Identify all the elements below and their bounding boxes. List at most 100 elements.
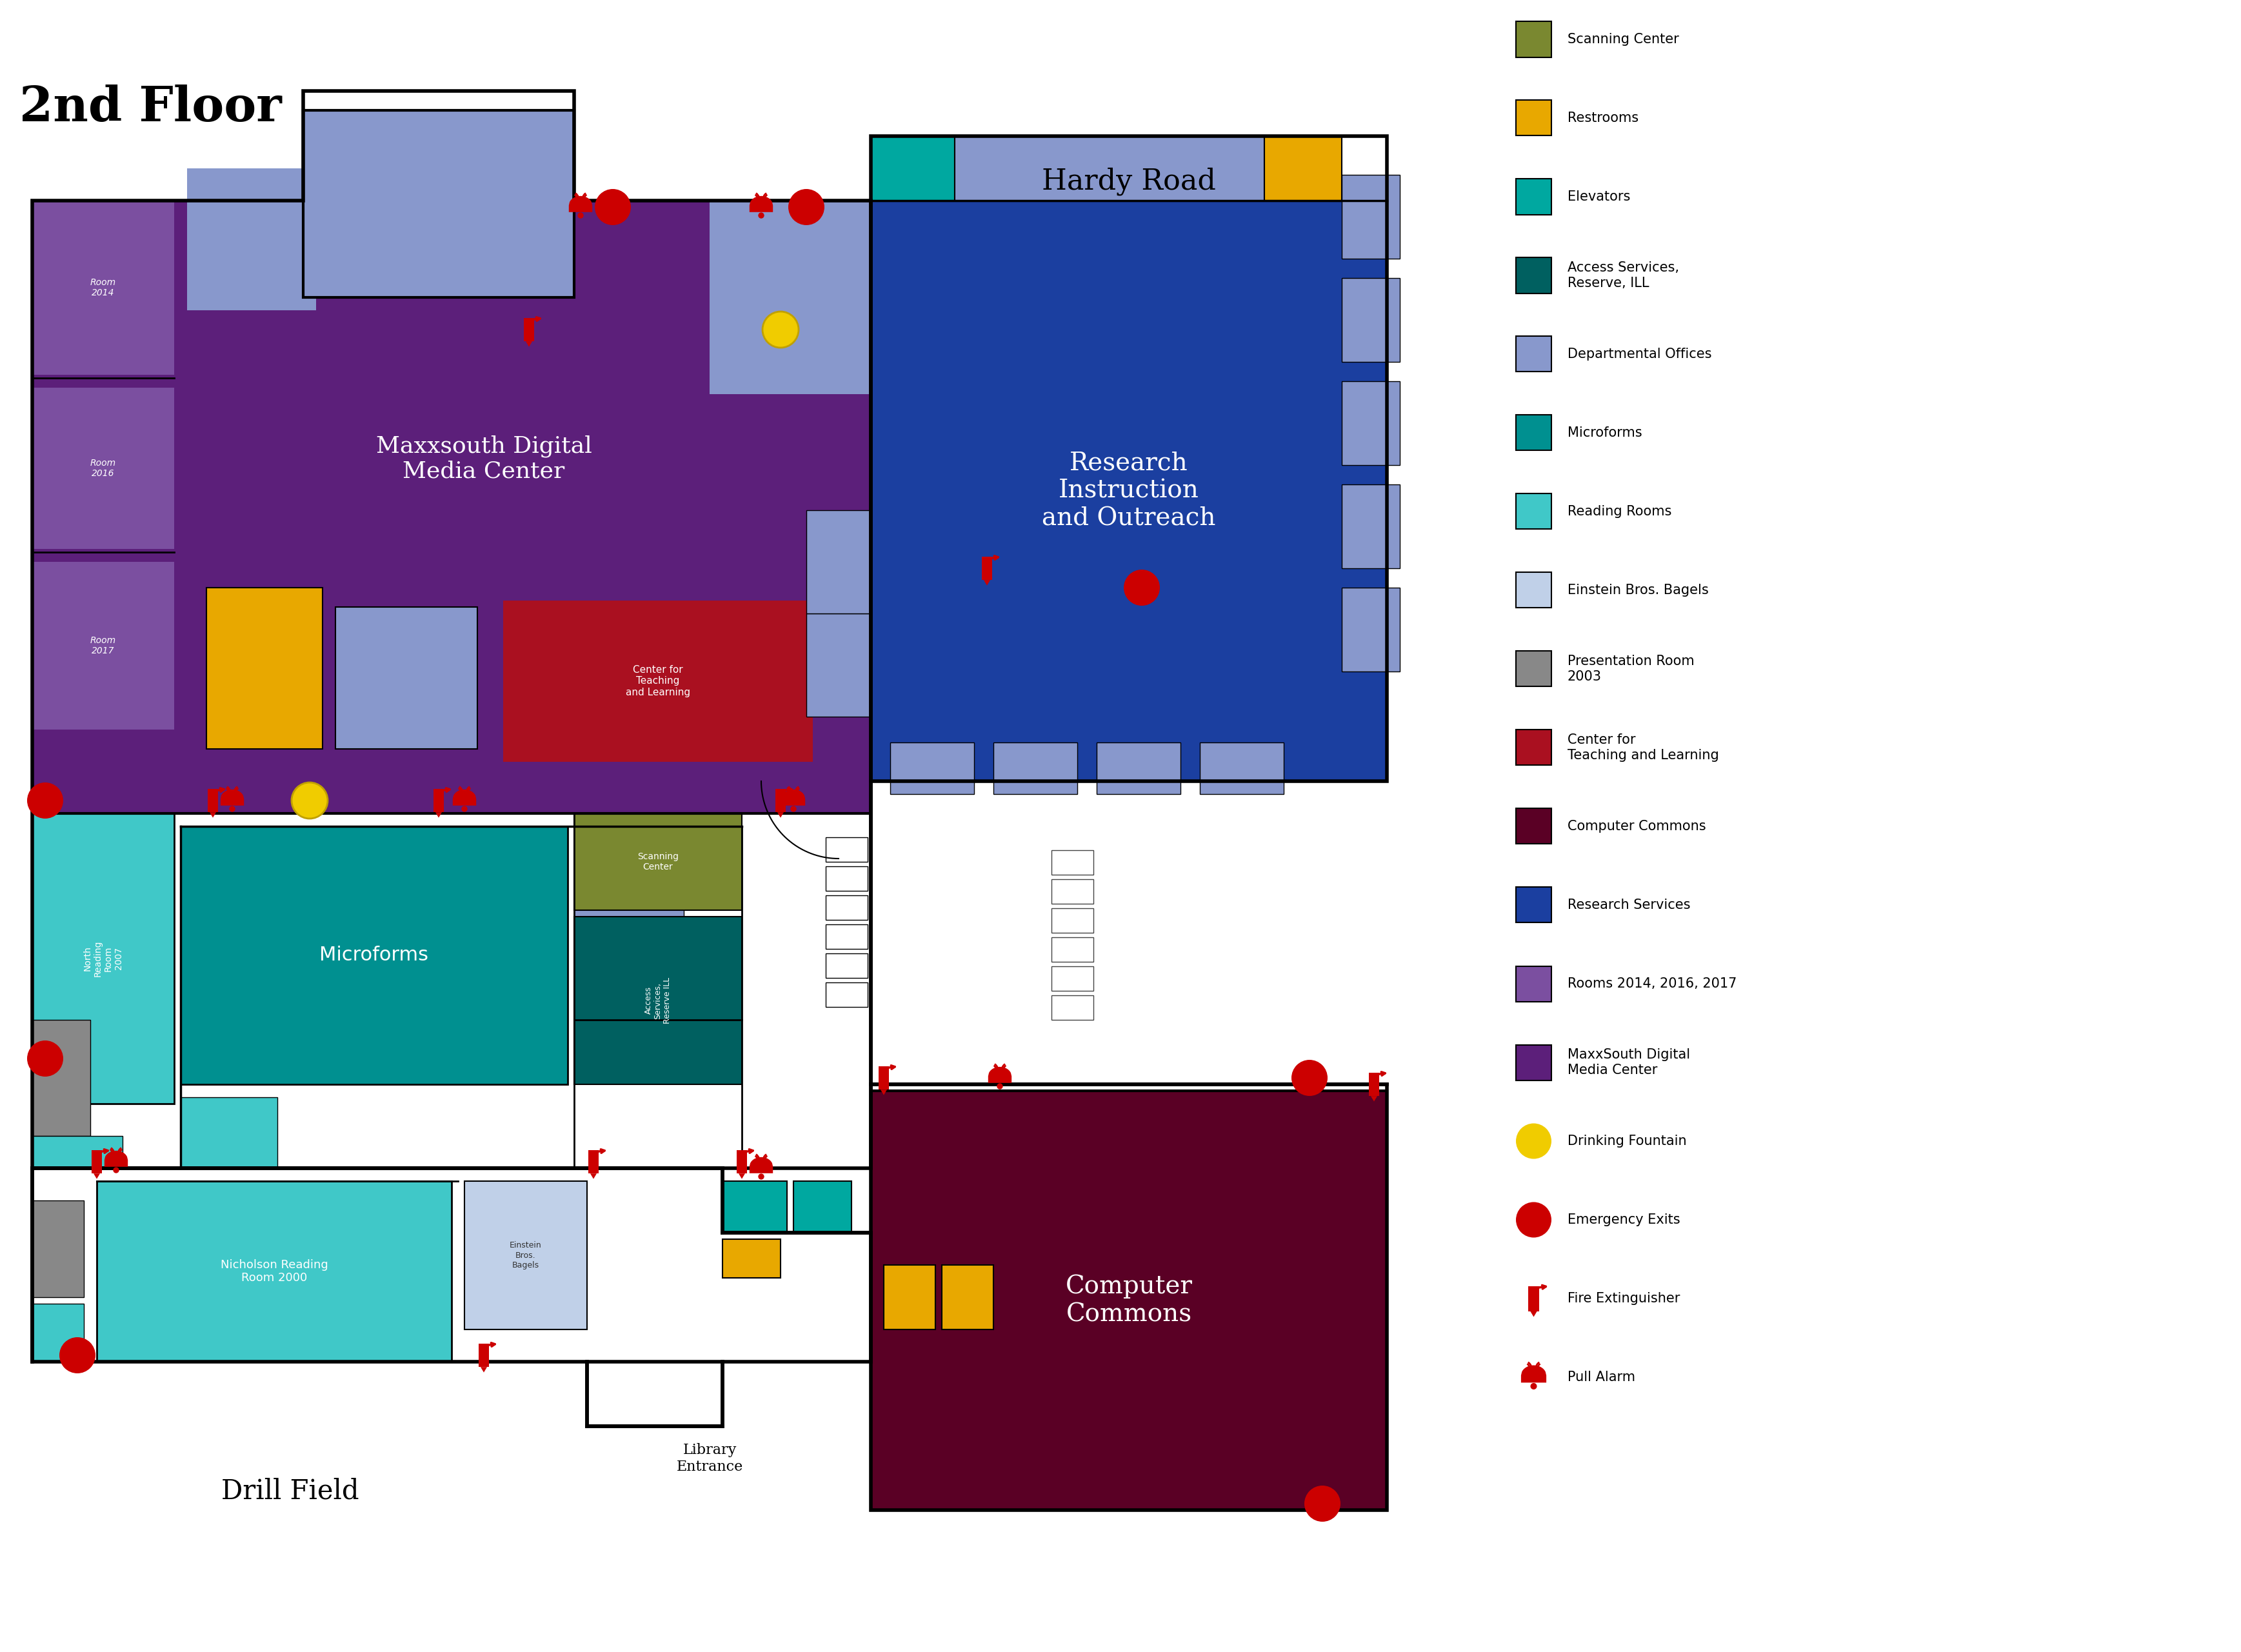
Polygon shape (1531, 1312, 1537, 1317)
Bar (941, 1265, 993, 1330)
Polygon shape (453, 790, 475, 806)
Bar (1515, 808, 1551, 844)
Circle shape (762, 312, 798, 347)
Bar (825, 895, 867, 920)
Bar (31, 1137, 123, 1168)
Bar (1051, 966, 1094, 991)
Bar (1515, 651, 1551, 687)
Bar (982, 557, 993, 580)
Text: North
Reading
Room
2007: North Reading Room 2007 (83, 940, 123, 976)
Text: Microforms: Microforms (1566, 426, 1643, 439)
Bar (825, 838, 867, 862)
Polygon shape (748, 197, 773, 211)
Circle shape (1291, 1061, 1327, 1095)
Polygon shape (589, 1173, 596, 1180)
Polygon shape (782, 790, 805, 806)
Text: Center for
Teaching and Learning: Center for Teaching and Learning (1566, 733, 1719, 762)
Bar (435, 788, 444, 813)
Bar (92, 1150, 101, 1173)
Bar (182, 1097, 278, 1168)
Text: Emergency Exits: Emergency Exits (1566, 1213, 1681, 1226)
Circle shape (1515, 1123, 1551, 1158)
Circle shape (291, 783, 327, 819)
Polygon shape (211, 813, 215, 818)
Text: Computer
Commons: Computer Commons (1064, 1275, 1192, 1327)
Polygon shape (94, 1173, 101, 1180)
Circle shape (1531, 1383, 1537, 1389)
Bar (1264, 135, 1342, 200)
Bar (1369, 1072, 1378, 1095)
Text: Room
2016: Room 2016 (90, 459, 117, 477)
Bar (878, 1066, 890, 1090)
Text: Research Services: Research Services (1566, 899, 1690, 912)
Circle shape (27, 783, 63, 819)
Bar (1515, 101, 1551, 135)
Bar (825, 866, 867, 890)
Bar (574, 813, 742, 910)
Bar (31, 1201, 83, 1297)
Text: 2nd Floor: 2nd Floor (20, 84, 282, 132)
Bar (1515, 1044, 1551, 1080)
Bar (1515, 573, 1551, 608)
Polygon shape (740, 1173, 744, 1180)
Bar (883, 1265, 934, 1330)
Bar (206, 588, 323, 748)
Bar (722, 1239, 780, 1279)
Polygon shape (527, 342, 531, 347)
Text: Hardy Road: Hardy Road (1042, 167, 1217, 195)
Bar (1342, 175, 1401, 259)
Text: Nicholson Reading
Room 2000: Nicholson Reading Room 2000 (220, 1259, 327, 1284)
Polygon shape (778, 813, 784, 818)
Bar (31, 388, 175, 548)
Circle shape (757, 213, 764, 218)
Bar (775, 788, 787, 813)
Bar (993, 742, 1078, 795)
Bar (336, 606, 477, 748)
Bar (1342, 278, 1401, 362)
Text: Research
Instruction
and Outreach: Research Instruction and Outreach (1042, 451, 1217, 530)
Text: Computer Commons: Computer Commons (1566, 819, 1705, 833)
Bar (825, 983, 867, 1008)
Text: Access
Services,
Reserve ILL: Access Services, Reserve ILL (643, 978, 672, 1024)
Text: Maxxsouth Digital
Media Center: Maxxsouth Digital Media Center (376, 434, 592, 482)
Bar (737, 1150, 746, 1173)
Bar (1096, 742, 1181, 795)
Circle shape (757, 1173, 764, 1180)
Bar (303, 111, 574, 297)
Text: Fire Extinguisher: Fire Extinguisher (1566, 1292, 1681, 1305)
Bar (1515, 415, 1551, 451)
Bar (1515, 887, 1551, 923)
Circle shape (578, 213, 583, 218)
Polygon shape (748, 1156, 773, 1173)
Bar (31, 200, 175, 375)
Text: Rooms 2014, 2016, 2017: Rooms 2014, 2016, 2017 (1566, 978, 1737, 990)
Polygon shape (881, 1090, 887, 1095)
Polygon shape (569, 197, 592, 211)
Bar (1051, 879, 1094, 904)
Text: Access Services,
Reserve, ILL: Access Services, Reserve, ILL (1566, 261, 1679, 289)
Bar (524, 317, 533, 342)
Circle shape (58, 1336, 96, 1373)
Bar (1515, 494, 1551, 529)
Text: Microforms: Microforms (320, 947, 428, 965)
Text: Drill Field: Drill Field (222, 1477, 359, 1505)
Bar (722, 1181, 787, 1232)
Bar (1342, 484, 1401, 568)
Polygon shape (1371, 1095, 1378, 1102)
Polygon shape (105, 1151, 128, 1166)
Bar (807, 613, 872, 717)
Bar (872, 1090, 1387, 1510)
Bar (480, 1343, 489, 1366)
Polygon shape (984, 580, 991, 585)
Bar (825, 925, 867, 948)
Bar (574, 917, 742, 1084)
Bar (1342, 588, 1401, 671)
Text: Restrooms: Restrooms (1566, 112, 1638, 124)
Text: Reading Rooms: Reading Rooms (1566, 506, 1672, 519)
Bar (1515, 178, 1551, 215)
Text: Einstein Bros. Bagels: Einstein Bros. Bagels (1566, 583, 1708, 596)
Circle shape (27, 1041, 63, 1077)
Bar (1051, 851, 1094, 874)
Bar (1515, 21, 1551, 58)
Text: Pull Alarm: Pull Alarm (1566, 1371, 1636, 1384)
